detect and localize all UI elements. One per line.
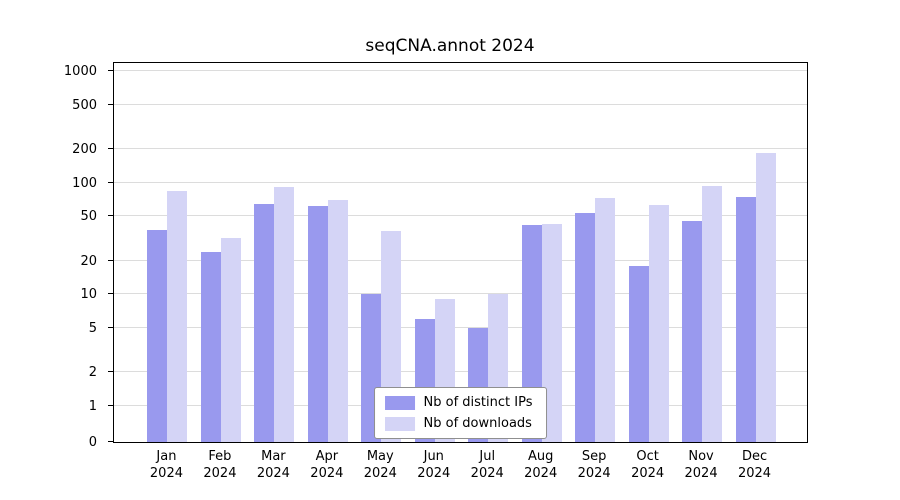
gridline xyxy=(114,181,807,183)
y-tick-label: 2 xyxy=(88,365,97,381)
x-axis: Jan 2024 Feb 2024 Mar 2024 Apr 2024 May 2024… xyxy=(113,448,808,492)
x-tick-label: Jun 2024 xyxy=(417,449,451,481)
y-tick-label: 500 xyxy=(72,97,97,113)
gridline xyxy=(114,148,807,150)
x-tick-label: Mar 2024 xyxy=(256,449,290,481)
gridline xyxy=(114,259,807,261)
gridline xyxy=(114,215,807,217)
gridline xyxy=(114,293,807,295)
x-tick-label: Jul 2024 xyxy=(470,449,504,481)
legend-swatch-ips xyxy=(384,395,415,410)
y-tick-mark xyxy=(108,405,113,406)
gridline xyxy=(114,103,807,105)
bar-downloads xyxy=(755,152,776,442)
legend-swatch-downloads xyxy=(384,416,415,431)
bar-distinct-ips xyxy=(735,196,756,442)
x-tick-label: Dec 2024 xyxy=(737,449,772,481)
plot-area: Nb of distinct IPs Nb of downloads xyxy=(108,62,808,443)
y-tick-label: 1000 xyxy=(63,64,97,79)
y-tick-label: 1 xyxy=(88,399,97,414)
legend-item-distinct-ips: Nb of distinct IPs xyxy=(384,395,533,410)
y-tick-mark xyxy=(108,103,113,105)
x-tick-label: Feb 2024 xyxy=(203,449,237,481)
legend-label-ips: Nb of distinct IPs xyxy=(423,395,533,410)
y-tick-mark xyxy=(108,371,113,373)
x-tick-label: May 2024 xyxy=(363,449,397,481)
chart-title: seqCNA.annot 2024 xyxy=(365,36,535,56)
bar-distinct-ips xyxy=(575,213,596,442)
legend-item-downloads: Nb of downloads xyxy=(384,416,533,431)
y-tick-label: 100 xyxy=(72,175,97,191)
x-tick-label: Sep 2024 xyxy=(577,449,611,481)
bar-distinct-ips xyxy=(628,265,649,442)
gridline xyxy=(114,70,807,71)
y-tick-mark xyxy=(108,148,113,150)
x-tick-label: Nov 2024 xyxy=(684,449,718,481)
bar-distinct-ips xyxy=(200,251,221,442)
y-tick-label: 5 xyxy=(88,320,97,336)
bar-downloads xyxy=(595,197,616,442)
x-tick-label: Aug 2024 xyxy=(524,449,558,481)
bar-downloads xyxy=(648,205,669,442)
bar-downloads xyxy=(220,237,241,442)
y-tick-label: 50 xyxy=(80,209,97,225)
bar-distinct-ips xyxy=(682,221,703,442)
bar-downloads xyxy=(274,186,295,442)
bar-distinct-ips xyxy=(147,229,168,442)
x-tick-label: Jan 2024 xyxy=(149,449,183,481)
y-tick-mark xyxy=(108,259,113,261)
y-tick-label: 10 xyxy=(80,287,97,303)
y-tick-mark xyxy=(108,215,113,217)
gridline xyxy=(114,326,807,328)
gridline xyxy=(114,371,807,373)
bar-downloads xyxy=(702,186,723,442)
y-tick-mark xyxy=(108,326,113,328)
y-tick-mark xyxy=(108,70,113,71)
bar-downloads xyxy=(327,199,348,442)
legend-label-downloads: Nb of downloads xyxy=(423,416,532,431)
x-tick-label: Apr 2024 xyxy=(310,449,344,481)
y-tick-mark xyxy=(108,181,113,183)
y-tick-label: 20 xyxy=(80,253,97,269)
y-tick-label: 200 xyxy=(72,142,97,158)
y-tick-label: 0 xyxy=(88,435,97,450)
legend: Nb of distinct IPs Nb of downloads xyxy=(373,387,548,439)
y-tick-mark xyxy=(108,293,113,295)
x-tick-label: Oct 2024 xyxy=(631,449,665,481)
y-tick-mark xyxy=(108,441,113,442)
bar-distinct-ips xyxy=(307,205,328,442)
y-axis: 0 1 2 5 10 20 50 100 200 500 1000 xyxy=(0,62,105,450)
bar-distinct-ips xyxy=(254,203,275,442)
bar-downloads xyxy=(167,190,188,442)
